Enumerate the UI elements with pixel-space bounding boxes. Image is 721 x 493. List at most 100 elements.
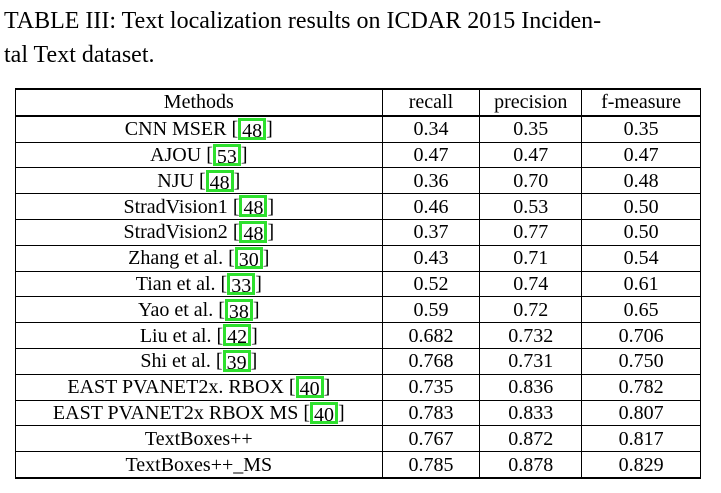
method-name: NJU — [157, 169, 199, 192]
fmeasure-cell: 0.706 — [581, 322, 701, 349]
method-name: Liu et al. — [139, 324, 217, 347]
ref-close-bracket: ] — [251, 324, 258, 347]
recall-cell: 0.682 — [381, 322, 481, 349]
method-name: Shi et al. — [140, 350, 216, 373]
reference-link[interactable]: 48 — [205, 169, 234, 193]
method-name: CNN MSER — [124, 118, 232, 141]
caption-line-1: TABLE III: Text localization results on … — [4, 8, 602, 34]
precision-cell: 0.71 — [479, 244, 583, 272]
table-row: TextBoxes++_MS 0.785 0.878 0.829 — [15, 451, 701, 479]
ref-open-bracket: [ — [216, 324, 224, 347]
ref-open-bracket: [ — [215, 350, 223, 373]
method-cell: Liu et al. [42] — [15, 322, 383, 349]
header-methods: Methods — [15, 88, 383, 117]
recall-cell: 0.52 — [381, 270, 481, 298]
fmeasure-cell: 0.782 — [581, 373, 701, 401]
fmeasure-cell: 0.50 — [581, 193, 701, 220]
method-cell: CNN MSER [48] — [15, 115, 383, 143]
precision-cell: 0.74 — [479, 270, 583, 298]
ref-open-bracket: [ — [231, 118, 239, 141]
reference-link[interactable]: 42 — [223, 324, 252, 347]
precision-cell: 0.878 — [479, 451, 583, 479]
recall-cell: 0.47 — [381, 141, 481, 169]
reference-link[interactable]: 39 — [222, 350, 251, 373]
ref-open-bracket: [ — [232, 221, 240, 244]
reference-link[interactable]: 53 — [212, 143, 241, 167]
header-recall: recall — [381, 88, 481, 117]
ref-close-bracket: ] — [252, 298, 260, 321]
method-name: Zhang et al. — [128, 247, 229, 270]
fmeasure-cell: 0.807 — [581, 399, 701, 427]
reference-link[interactable]: 48 — [239, 195, 268, 218]
recall-cell: 0.36 — [381, 167, 481, 195]
precision-cell: 0.872 — [479, 425, 583, 453]
table-row: AJOU [53] 0.47 0.47 0.47 — [15, 141, 701, 169]
table-row: Liu et al. [42] 0.682 0.732 0.706 — [15, 322, 701, 349]
precision-cell: 0.836 — [479, 373, 583, 401]
recall-cell: 0.34 — [381, 115, 481, 143]
precision-cell: 0.833 — [479, 399, 583, 427]
precision-cell: 0.35 — [479, 115, 583, 143]
ref-close-bracket: ] — [233, 169, 241, 192]
recall-cell: 0.59 — [381, 296, 481, 324]
method-cell: AJOU [53] — [15, 141, 383, 169]
fmeasure-cell: 0.35 — [581, 115, 701, 143]
table-row: EAST PVANET2x. RBOX [40] 0.735 0.836 0.782 — [15, 373, 701, 401]
method-cell: Tian et al. [33] — [15, 270, 383, 298]
header-f-measure: f-measure — [581, 88, 701, 117]
fmeasure-cell: 0.817 — [581, 425, 701, 453]
reference-link[interactable]: 48 — [238, 118, 267, 141]
table-row: Tian et al. [33] 0.52 0.74 0.61 — [15, 270, 701, 298]
method-cell: Shi et al. [39] — [15, 347, 383, 375]
results-body: CNN MSER [48] 0.34 0.35 0.35 AJOU [53] 0.47 0.… — [15, 115, 701, 479]
table-row: StradVision2 [48] 0.37 0.77 0.50 — [15, 218, 701, 246]
table-row: StradVision1 [48] 0.46 0.53 0.50 — [15, 193, 701, 220]
table-row: Shi et al. [39] 0.768 0.731 0.750 — [15, 347, 701, 375]
reference-link[interactable]: 30 — [234, 247, 263, 270]
reference-link[interactable]: 48 — [239, 221, 268, 244]
method-cell: TextBoxes++ — [15, 425, 383, 453]
method-cell: NJU [48] — [15, 167, 383, 195]
method-name: EAST PVANET2x. RBOX — [67, 376, 289, 399]
fmeasure-cell: 0.54 — [581, 244, 701, 272]
precision-cell: 0.72 — [479, 296, 583, 324]
ref-close-bracket: ] — [240, 143, 248, 166]
recall-cell: 0.785 — [381, 451, 481, 479]
precision-cell: 0.732 — [479, 322, 583, 349]
ref-close-bracket: ] — [266, 118, 273, 141]
fmeasure-cell: 0.47 — [581, 141, 701, 169]
fmeasure-cell: 0.50 — [581, 218, 701, 246]
recall-cell: 0.767 — [381, 425, 481, 453]
method-cell: EAST PVANET2x. RBOX [40] — [15, 373, 383, 401]
method-cell: StradVision2 [48] — [15, 218, 383, 246]
method-cell: EAST PVANET2x RBOX MS [40] — [15, 399, 383, 427]
ref-open-bracket: [ — [288, 376, 296, 399]
ref-open-bracket: [ — [218, 298, 225, 321]
reference-link[interactable]: 40 — [310, 401, 339, 425]
fmeasure-cell: 0.61 — [581, 270, 701, 298]
recall-cell: 0.783 — [381, 399, 481, 427]
ref-close-bracket: ] — [262, 247, 270, 270]
fmeasure-cell: 0.829 — [581, 451, 701, 479]
reference-link[interactable]: 40 — [295, 376, 324, 399]
method-name: TextBoxes++ — [144, 427, 253, 450]
ref-open-bracket: [ — [232, 195, 240, 218]
recall-cell: 0.46 — [381, 193, 481, 220]
method-cell: StradVision1 [48] — [15, 193, 383, 220]
recall-cell: 0.768 — [381, 347, 481, 375]
precision-cell: 0.53 — [479, 193, 583, 220]
table-caption: TABLE III: Text localization results on … — [4, 4, 716, 72]
method-name: StradVision2 — [123, 221, 233, 244]
ref-open-bracket: [ — [228, 247, 235, 270]
method-name: Yao et al. — [138, 298, 219, 321]
ref-open-bracket: [ — [198, 169, 206, 192]
recall-cell: 0.735 — [381, 373, 481, 401]
fmeasure-cell: 0.750 — [581, 347, 701, 375]
reference-link[interactable]: 38 — [224, 298, 253, 322]
table-row: NJU [48] 0.36 0.70 0.48 — [15, 167, 701, 195]
caption-line-2: tal Text dataset. — [4, 42, 155, 68]
table-row: Yao et al. [38] 0.59 0.72 0.65 — [15, 296, 701, 324]
reference-link[interactable]: 33 — [227, 272, 256, 296]
ref-close-bracket: ] — [267, 221, 275, 244]
table-row: CNN MSER [48] 0.34 0.35 0.35 — [15, 115, 701, 143]
